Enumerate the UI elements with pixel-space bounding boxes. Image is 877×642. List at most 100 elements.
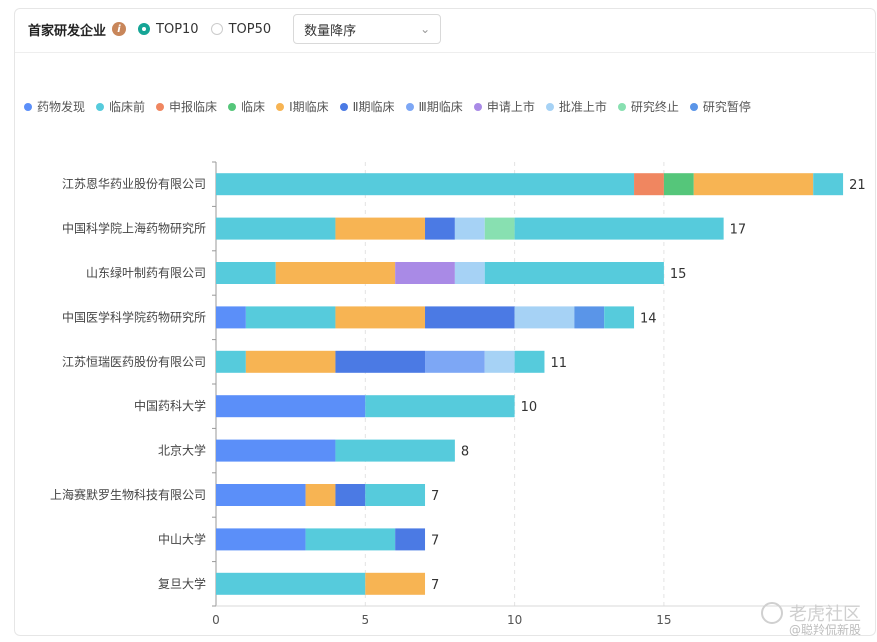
bar-segment xyxy=(305,484,336,506)
legend-swatch-icon xyxy=(617,102,626,111)
bar-segment xyxy=(216,262,276,284)
bar-segment xyxy=(216,572,366,595)
sort-select-value: 数量降序 xyxy=(304,23,357,39)
bar-segment xyxy=(514,217,724,240)
legend-swatch-icon xyxy=(339,102,348,111)
bar-segment xyxy=(484,262,664,284)
bar-segment xyxy=(216,217,336,240)
bar-segment xyxy=(365,395,515,418)
chevron-down-icon: ⌄ xyxy=(420,22,431,36)
bar-segment xyxy=(365,484,426,506)
legend-label: 批准上市 xyxy=(558,100,607,114)
bar-total-label: 21 xyxy=(849,178,866,193)
legend-label: 药物发现 xyxy=(37,100,86,114)
legend-label: 研究暂停 xyxy=(702,100,751,114)
x-tick-label: 10 xyxy=(507,613,522,627)
x-tick-label: 5 xyxy=(361,613,369,627)
bar-segment xyxy=(335,439,455,462)
legend-label: Ⅰ期临床 xyxy=(289,100,329,114)
watermark-brand: 老虎社区 xyxy=(789,604,861,625)
legend-item[interactable]: 批准上市 xyxy=(545,98,607,115)
bar-segment xyxy=(395,528,426,551)
legend-label: 临床 xyxy=(241,100,266,114)
legend-label: 申请上市 xyxy=(486,100,535,114)
y-tick-label: 江苏恩华药业股份有限公司 xyxy=(62,177,206,191)
info-icon[interactable]: i xyxy=(112,22,127,36)
legend-swatch-icon xyxy=(689,102,698,111)
bar-segment xyxy=(216,484,306,506)
legend-swatch-icon xyxy=(276,102,285,111)
legend-label: 申报临床 xyxy=(169,100,218,114)
bar-segment xyxy=(484,217,515,240)
legend-item[interactable]: 研究终止 xyxy=(617,98,679,115)
bar-total-label: 10 xyxy=(521,400,538,415)
chart-toolbar: 首家研发企业 i TOP10 TOP50 数量降序 ⌄ xyxy=(28,14,442,44)
bar-segment xyxy=(216,395,366,418)
chart-legend: 药物发现 临床前 申报临床 临床 Ⅰ期临床 Ⅱ期临床 Ⅲ期临床 申请上市 批准上市 研究终止 研究暂… xyxy=(24,98,751,115)
bar-segment xyxy=(216,350,246,373)
radio-top50[interactable]: TOP50 xyxy=(210,21,272,37)
header-divider xyxy=(15,52,876,53)
radio-dot-icon xyxy=(210,23,223,35)
bar-segment xyxy=(395,262,455,284)
radio-top50-label: TOP50 xyxy=(228,21,272,37)
bar-segment xyxy=(425,306,515,329)
bar-total-label: 7 xyxy=(431,489,439,504)
bar-segment xyxy=(335,306,426,329)
radio-top10[interactable]: TOP10 xyxy=(138,22,199,37)
bar-segment xyxy=(425,217,455,240)
bar-segment xyxy=(514,306,575,329)
chart-title: 首家研发企业 xyxy=(28,23,107,39)
bar-segment xyxy=(365,572,426,595)
legend-item[interactable]: 申请上市 xyxy=(473,98,535,115)
bar-segment xyxy=(484,350,515,373)
watermark-user: @聪羚侃新股 xyxy=(788,623,861,637)
y-tick-label: 山东绿叶制药有限公司 xyxy=(86,265,206,280)
bar-segment xyxy=(335,484,366,506)
watermark: 老虎社区 xyxy=(761,600,861,626)
bar-segment xyxy=(216,306,246,329)
bar-segment xyxy=(216,528,306,551)
legend-swatch-icon xyxy=(405,102,414,111)
sort-select[interactable]: 数量降序 ⌄ xyxy=(293,14,442,44)
tiger-logo-icon xyxy=(761,602,783,624)
legend-swatch-icon xyxy=(24,102,32,111)
x-tick-label: 15 xyxy=(656,613,671,627)
y-tick-label: 上海赛默罗生物科技有限公司 xyxy=(50,487,206,502)
bar-segment xyxy=(245,306,336,329)
bar-segment xyxy=(574,306,605,329)
y-tick-label: 中山大学 xyxy=(158,531,206,546)
bar-segment xyxy=(693,173,814,196)
bar-segment xyxy=(634,173,664,196)
y-tick-label: 中国药科大学 xyxy=(134,398,206,413)
legend-swatch-icon xyxy=(156,102,165,111)
bar-segment xyxy=(514,350,545,373)
legend-swatch-icon xyxy=(473,102,482,111)
bar-total-label: 7 xyxy=(431,578,439,593)
y-tick-label: 中国科学院上海药物研究所 xyxy=(62,221,206,236)
bar-segment xyxy=(454,217,485,240)
bar-segment xyxy=(604,306,635,329)
legend-item[interactable]: 药物发现 xyxy=(24,98,85,115)
bar-total-label: 7 xyxy=(431,533,439,548)
legend-item[interactable]: Ⅰ期临床 xyxy=(276,98,329,115)
legend-swatch-icon xyxy=(228,102,237,111)
legend-label: 临床前 xyxy=(109,100,146,114)
y-tick-label: 中国医学科学院药物研究所 xyxy=(62,309,206,324)
bar-segment xyxy=(454,262,485,284)
bar-segment xyxy=(335,350,426,373)
legend-item[interactable]: 临床 xyxy=(228,98,265,115)
radio-dot-icon xyxy=(138,23,151,35)
bar-segment xyxy=(245,350,336,373)
bar-segment xyxy=(305,528,396,551)
bar-total-label: 11 xyxy=(550,356,567,371)
legend-item[interactable]: 申报临床 xyxy=(156,98,217,115)
legend-item[interactable]: Ⅱ期临床 xyxy=(339,98,395,115)
legend-item[interactable]: Ⅲ期临床 xyxy=(405,98,463,115)
bar-segment xyxy=(275,262,396,284)
legend-item[interactable]: 研究暂停 xyxy=(689,98,751,115)
legend-item[interactable]: 临床前 xyxy=(96,98,145,115)
bar-total-label: 8 xyxy=(461,445,469,460)
bar-segment xyxy=(425,350,485,373)
